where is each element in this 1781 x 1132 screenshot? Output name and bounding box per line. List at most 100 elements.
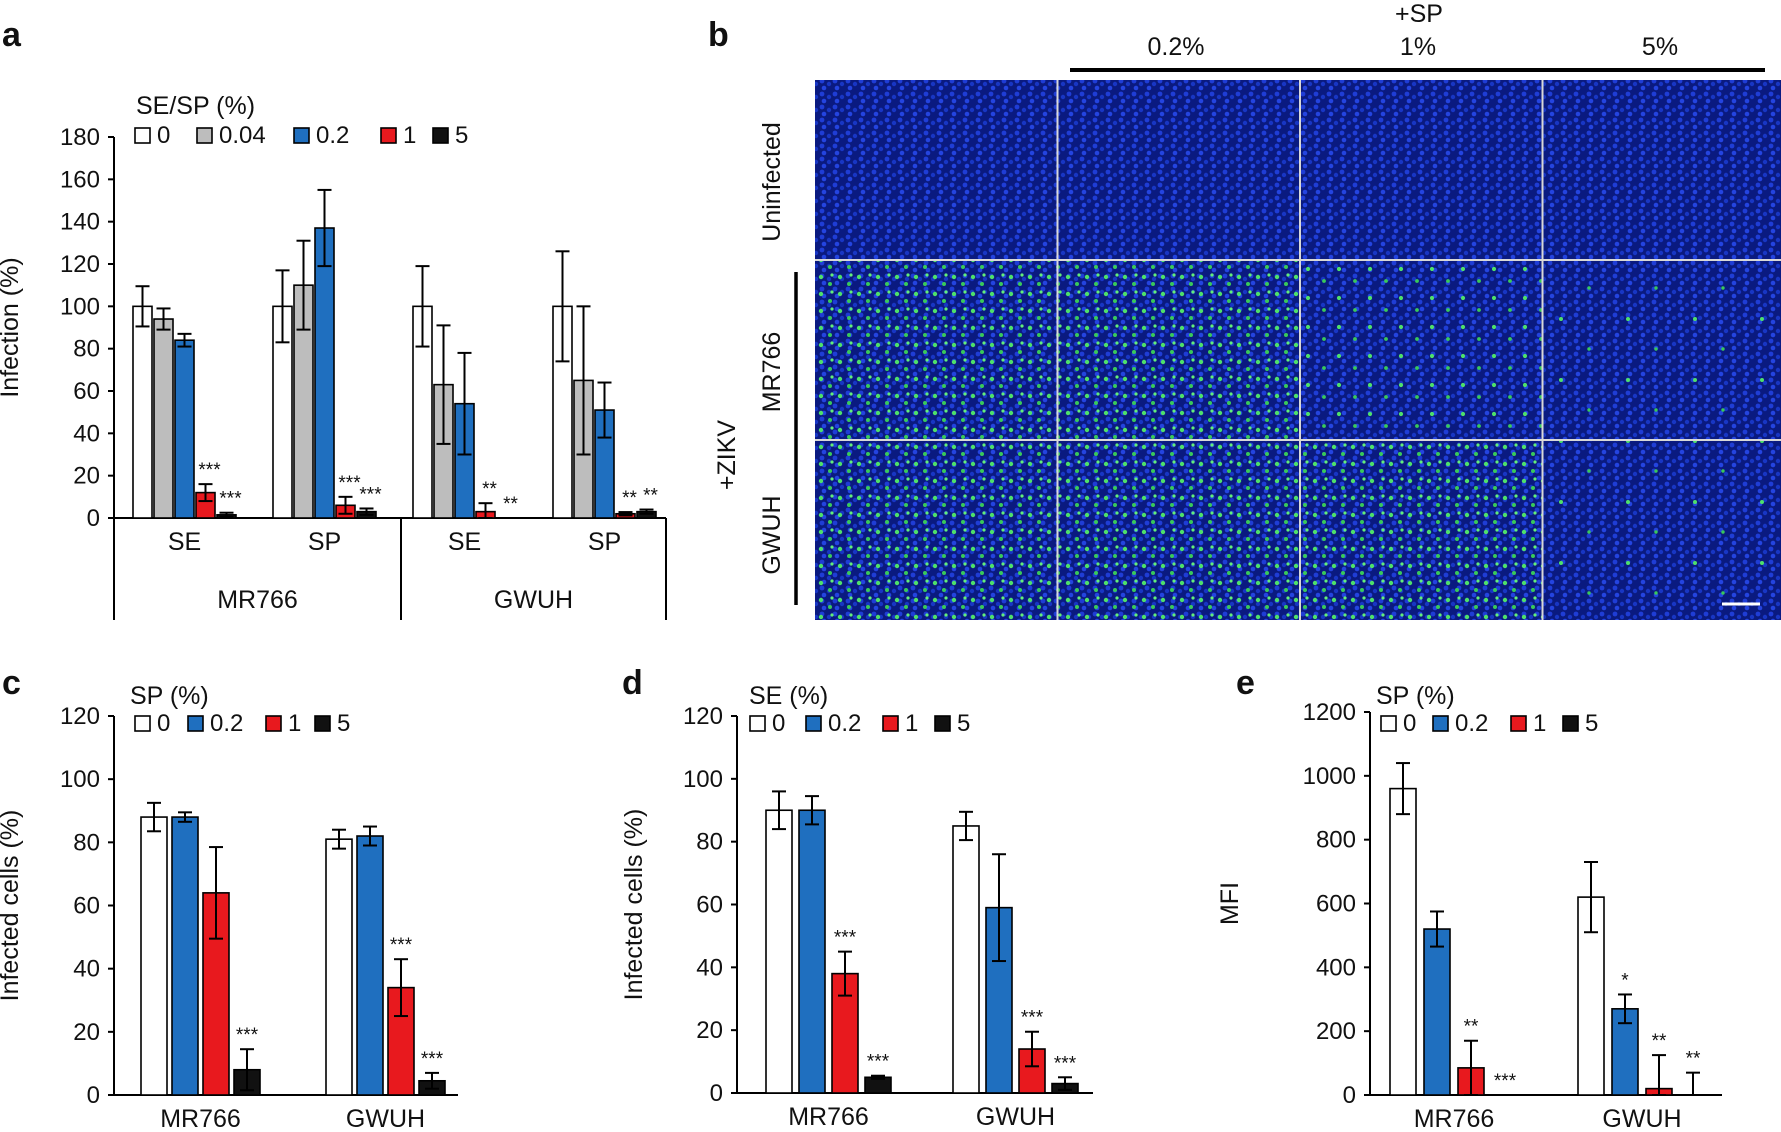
y-tick-label: 80 [73, 829, 100, 856]
y-tick-label: 0 [1343, 1082, 1356, 1109]
legend-swatch-0.2 [806, 716, 821, 731]
y-tick-label: 100 [683, 766, 723, 793]
group-label-GWUH: GWUH [1602, 1105, 1681, 1132]
figure-canvas: a b c d e +SP 0.2% 1% 5% Uninfected MR76… [0, 0, 1781, 1132]
y-tick-label: 800 [1316, 827, 1356, 854]
legend-label-5: 5 [337, 710, 350, 737]
y-tick-label: 600 [1316, 891, 1356, 918]
legend-title: SP (%) [1376, 682, 1455, 710]
bar-GWUH-0 [953, 826, 979, 1093]
significance-marker: ** [482, 479, 497, 500]
significance-marker: *** [236, 1025, 259, 1046]
panel-label-b: b [708, 16, 729, 54]
legend-swatch-0.04 [197, 128, 212, 143]
chart-a: 0 20 40 60 80 100 120 140 160 180 Infection (%) SE/… [0, 92, 666, 620]
significance-marker: *** [338, 473, 361, 494]
legend-label-0.2: 0.2 [1455, 710, 1488, 737]
y-tick-label: 40 [73, 956, 100, 983]
legend-swatch-0 [750, 716, 765, 731]
legend-swatch-5 [315, 716, 330, 731]
significance-marker: *** [867, 1052, 890, 1073]
sp-treatment-label: +SP [1395, 0, 1443, 28]
bar-SE-0.04 [154, 319, 173, 518]
significance-marker: *** [1021, 1008, 1044, 1029]
y-tick-label: 40 [73, 420, 100, 447]
significance-marker: *** [390, 935, 413, 956]
panel-label-d: d [622, 664, 643, 702]
infection-signal-r2-c2 [1300, 440, 1543, 620]
legend-title: SE/SP (%) [136, 92, 255, 120]
group-label-MR766: MR766 [1414, 1105, 1495, 1132]
group-label-MR766: MR766 [788, 1103, 869, 1131]
legend-swatch-0.2 [294, 128, 309, 143]
legend-label-0.2: 0.2 [316, 122, 349, 149]
bar-SE-0 [133, 306, 152, 518]
significance-marker: *** [421, 1049, 444, 1070]
bar-MR766-0 [141, 817, 167, 1095]
y-tick-label: 140 [60, 209, 100, 236]
micrograph-tile-r0-c3 [1543, 80, 1781, 260]
legend-swatch-5 [935, 716, 950, 731]
supergroup-label-MR766: MR766 [217, 586, 298, 614]
legend-swatch-0 [135, 128, 150, 143]
y-tick-label: 0 [87, 505, 100, 532]
y-axis-label: Infection (%) [0, 257, 24, 397]
row-label-gwuh: GWUH [758, 495, 786, 574]
group-label-SE: SE [168, 528, 201, 556]
bar-MR766-0.2 [1424, 929, 1450, 1095]
significance-marker: ** [622, 488, 637, 509]
y-tick-label: 120 [683, 703, 723, 730]
significance-marker: ** [503, 494, 518, 515]
column-label-5: 5% [1642, 33, 1678, 61]
micrograph-tile-r0-c0 [815, 80, 1058, 260]
bar-MR766-0.2 [799, 810, 825, 1093]
legend-swatch-0 [1381, 716, 1396, 731]
micrograph-tile-r0-c1 [1058, 80, 1301, 260]
legend-swatch-1 [883, 716, 898, 731]
y-tick-label: 1200 [1303, 699, 1356, 726]
legend-swatch-5 [1563, 716, 1578, 731]
infection-signal-r2-c1 [1058, 440, 1301, 620]
group-label-GWUH: GWUH [976, 1103, 1055, 1131]
legend-swatch-0 [135, 716, 150, 731]
legend-label-0: 0 [1403, 710, 1416, 737]
legend-label-1: 1 [905, 710, 918, 737]
column-label-0.2: 0.2% [1148, 33, 1205, 61]
y-tick-label: 120 [60, 251, 100, 278]
y-tick-label: 80 [73, 336, 100, 363]
significance-marker: *** [1054, 1053, 1077, 1074]
legend-label-1: 1 [1533, 710, 1546, 737]
legend-label-0.04: 0.04 [219, 122, 266, 149]
y-tick-label: 20 [73, 1019, 100, 1046]
bar-SE-0.2 [175, 340, 194, 518]
legend-label-0.2: 0.2 [210, 710, 243, 737]
y-axis-label: Infected cells (%) [620, 809, 648, 1001]
infection-signal-r1-c3 [1543, 260, 1781, 440]
significance-marker: *** [198, 460, 221, 481]
supergroup-label-GWUH: GWUH [494, 586, 573, 614]
legend-label-0: 0 [772, 710, 785, 737]
y-tick-label: 100 [60, 766, 100, 793]
y-tick-label: 400 [1316, 954, 1356, 981]
row-label-uninfected: Uninfected [758, 122, 786, 242]
legend-label-1: 1 [403, 122, 416, 149]
legend-label-0: 0 [157, 710, 170, 737]
bar-SP-0.2 [315, 228, 334, 518]
significance-marker: *** [834, 928, 857, 949]
y-tick-label: 60 [696, 892, 723, 919]
group-label-GWUH: GWUH [346, 1105, 425, 1132]
panel-label-a: a [2, 16, 22, 54]
legend-title: SE (%) [749, 682, 828, 710]
legend-label-5: 5 [957, 710, 970, 737]
y-axis-label: MFI [1216, 882, 1244, 925]
legend-label-5: 5 [1585, 710, 1598, 737]
significance-marker: ** [1686, 1049, 1701, 1070]
infection-signal-r2-c3 [1543, 440, 1781, 620]
y-tick-label: 180 [60, 124, 100, 151]
legend-swatch-1 [381, 128, 396, 143]
legend-swatch-1 [266, 716, 281, 731]
y-tick-label: 60 [73, 378, 100, 405]
